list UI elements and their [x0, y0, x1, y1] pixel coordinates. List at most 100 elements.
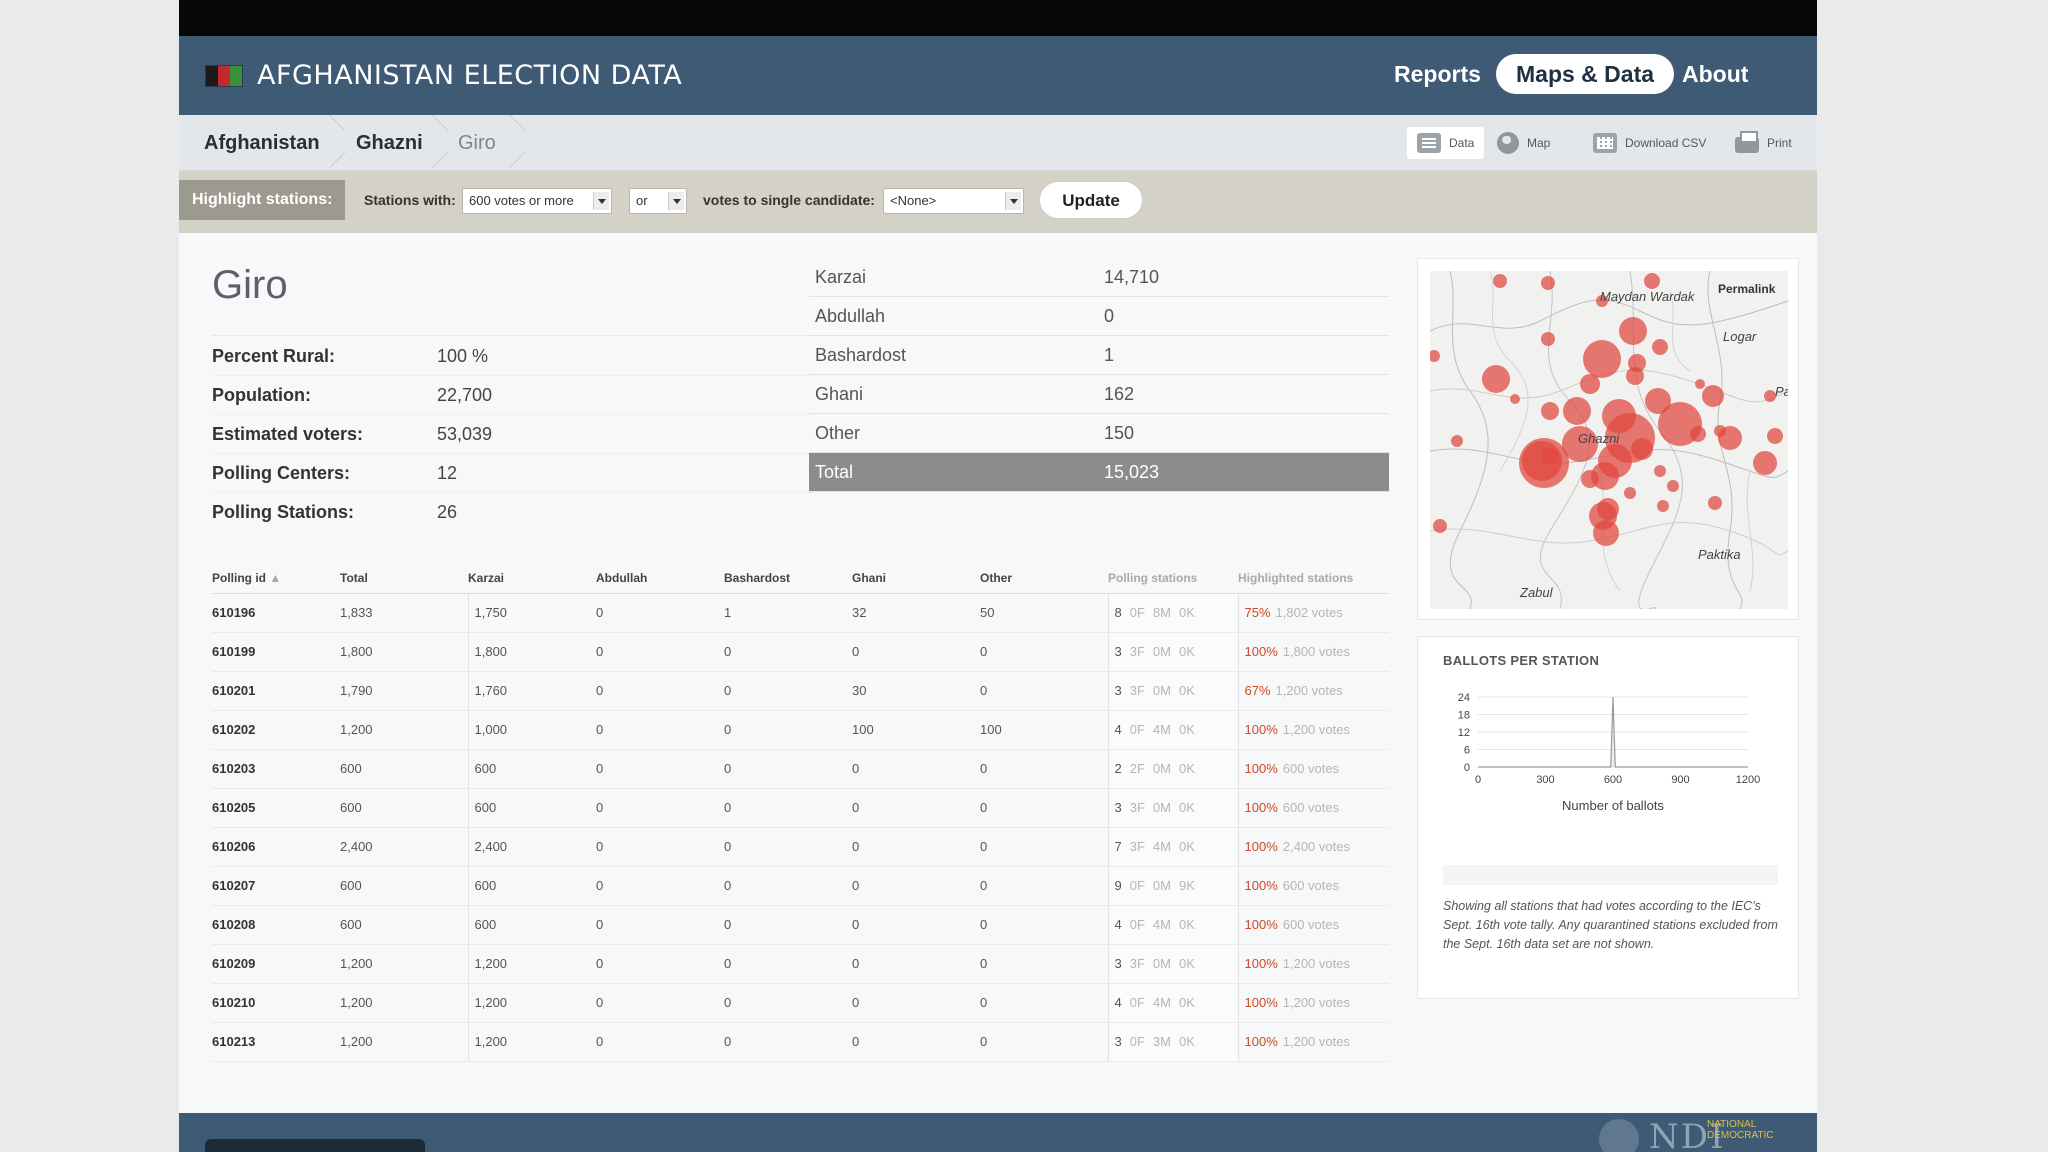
station-k: 0K [1178, 761, 1195, 776]
cell-highlighted-stations: 100% 1,200 votes [1237, 710, 1389, 750]
download-csv-button[interactable]: Download CSV [1593, 127, 1706, 159]
polling-center-bubble[interactable] [1510, 394, 1520, 404]
polling-center-bubble[interactable] [1619, 317, 1647, 345]
polling-center-bubble[interactable] [1753, 451, 1777, 475]
cell-bashardost: 1 [724, 593, 852, 633]
polling-center-bubble[interactable] [1430, 350, 1440, 362]
map-label: Pak [1775, 384, 1788, 399]
column-header-polling-stations[interactable]: Polling stations [1108, 563, 1238, 594]
cell-bashardost: 0 [724, 788, 852, 828]
table-row[interactable]: 610202 1,200 1,000 0 0 100 100 4 0F 4M 0K 100% 1,200… [212, 710, 1389, 750]
table-row[interactable]: 610213 1,200 1,200 0 0 0 0 3 0F 3M 0K 100% 1,200 vot… [212, 1022, 1389, 1062]
polling-center-bubble[interactable] [1652, 339, 1668, 355]
highlight-percent: 100% [1244, 839, 1278, 854]
polling-center-bubble[interactable] [1541, 402, 1559, 420]
map-view-button[interactable]: Map [1497, 127, 1550, 159]
table-row[interactable]: 610206 2,400 2,400 0 0 0 0 7 3F 4M 0K 100% 2,400 vot… [212, 827, 1389, 867]
polling-center-bubble[interactable] [1764, 390, 1776, 402]
cell-karzai: 1,200 [467, 1022, 596, 1062]
table-row[interactable]: 610208 600 600 0 0 0 0 4 0F 4M 0K 100% 600 votes [212, 905, 1389, 945]
polling-center-bubble[interactable] [1702, 385, 1724, 407]
cell-id: 610208 [212, 905, 340, 945]
polling-center-bubble[interactable] [1541, 332, 1555, 346]
polling-center-bubble[interactable] [1645, 388, 1671, 414]
nav-reports[interactable]: Reports [1394, 61, 1481, 87]
table-row[interactable]: 610205 600 600 0 0 0 0 3 3F 0M 0K 100% 600 votes [212, 788, 1389, 828]
cell-id: 610196 [212, 593, 340, 633]
breadcrumb-ghazni[interactable]: Ghazni [356, 132, 423, 154]
polling-center-bubble[interactable] [1562, 426, 1598, 462]
polling-center-bubble[interactable] [1626, 367, 1644, 385]
highlight-votes: 600 votes [1282, 761, 1340, 776]
cell-ghani: 0 [852, 866, 980, 906]
column-header-ghani[interactable]: Ghani [852, 563, 980, 594]
polling-center-bubble[interactable] [1667, 480, 1679, 492]
station-k: 0K [1178, 683, 1195, 698]
cell-abdullah: 0 [596, 671, 724, 711]
column-header-total[interactable]: Total [340, 563, 468, 594]
station-f: 2F [1129, 761, 1145, 776]
polling-center-bubble[interactable] [1654, 465, 1666, 477]
column-header-bashardost[interactable]: Bashardost [724, 563, 852, 594]
table-row[interactable]: 610210 1,200 1,200 0 0 0 0 4 0F 4M 0K 100% 1,200 vot… [212, 983, 1389, 1023]
table-row[interactable]: 610207 600 600 0 0 0 0 9 0F 0M 9K 100% 600 votes [212, 866, 1389, 906]
column-header-abdullah[interactable]: Abdullah [596, 563, 724, 594]
spreadsheet-icon [1593, 133, 1617, 153]
breadcrumb-afghanistan[interactable]: Afghanistan [204, 132, 320, 154]
table-row[interactable]: 610203 600 600 0 0 0 0 2 2F 0M 0K 100% 600 votes [212, 749, 1389, 789]
map-canvas[interactable]: Maydan Wardak Logar Pak Ghazni Paktika Z… [1430, 271, 1788, 609]
polling-center-bubble[interactable] [1482, 365, 1510, 393]
votes-threshold-select[interactable]: 600 votes or more [462, 188, 612, 214]
table-row[interactable]: 610196 1,833 1,750 0 1 32 50 8 0F 8M 0K 75% 1,802 vo… [212, 593, 1389, 633]
column-header-highlighted-stations[interactable]: Highlighted stations [1238, 563, 1389, 594]
polling-center-bubble[interactable] [1522, 441, 1562, 481]
table-row[interactable]: 610201 1,790 1,760 0 0 30 0 3 3F 0M 0K 67% 1,200 vot… [212, 671, 1389, 711]
data-view-label: Data [1449, 136, 1475, 150]
print-button[interactable]: Print [1735, 127, 1792, 159]
table-row[interactable]: 610199 1,800 1,800 0 0 0 0 3 3F 0M 0K 100% 1,800 vot… [212, 632, 1389, 672]
map-label: Zabul [1519, 585, 1554, 600]
station-k: 9K [1178, 878, 1195, 893]
polling-center-bubble[interactable] [1451, 435, 1463, 447]
polling-center-bubble[interactable] [1563, 397, 1591, 425]
cell-ghani: 0 [852, 827, 980, 867]
cell-other: 50 [980, 593, 1108, 633]
polling-center-bubble[interactable] [1624, 487, 1636, 499]
polling-center-bubble[interactable] [1657, 500, 1669, 512]
candidate-select[interactable]: <None> [883, 188, 1024, 214]
station-m: 4M [1152, 995, 1171, 1010]
polling-center-bubble[interactable] [1695, 379, 1705, 389]
polling-center-bubble[interactable] [1433, 519, 1447, 533]
polling-center-bubble[interactable] [1596, 295, 1608, 307]
polling-center-bubble[interactable] [1767, 428, 1783, 444]
data-view-button[interactable]: Data [1407, 127, 1485, 159]
polling-center-bubble[interactable] [1580, 374, 1600, 394]
cell-polling-stations: 9 0F 0M 9K [1107, 866, 1238, 906]
station-count: 9 [1114, 878, 1122, 893]
district-map[interactable]: Maydan Wardak Logar Pak Ghazni Paktika Z… [1430, 271, 1788, 609]
polling-center-bubble[interactable] [1493, 274, 1507, 288]
column-header-polling-id[interactable]: Polling id ▲ [212, 563, 340, 594]
footer-tab[interactable] [205, 1139, 425, 1152]
site-title[interactable]: AFGHANISTAN ELECTION DATA [257, 60, 683, 91]
operator-select[interactable]: or [629, 188, 687, 214]
table-row[interactable]: 610209 1,200 1,200 0 0 0 0 3 3F 0M 0K 100% 1,200 vot… [212, 944, 1389, 984]
polling-center-bubble[interactable] [1593, 520, 1619, 546]
candidate-row: Bashardost 1 [809, 336, 1389, 375]
nav-about[interactable]: About [1682, 61, 1749, 87]
cell-highlighted-stations: 100% 600 votes [1237, 866, 1389, 906]
station-k: 0K [1178, 800, 1195, 815]
polling-center-bubble[interactable] [1541, 276, 1555, 290]
polling-center-bubble[interactable] [1644, 273, 1660, 289]
polling-center-bubble[interactable] [1631, 438, 1653, 460]
nav-maps-data[interactable]: Maps & Data [1496, 54, 1675, 94]
polling-center-bubble[interactable] [1583, 340, 1621, 378]
polling-center-bubble[interactable] [1718, 426, 1742, 450]
permalink-link[interactable]: Permalink [1718, 282, 1776, 296]
column-header-karzai[interactable]: Karzai [468, 563, 596, 594]
update-button[interactable]: Update [1039, 181, 1143, 219]
polling-center-bubble[interactable] [1708, 496, 1722, 510]
column-header-other[interactable]: Other [980, 563, 1108, 594]
polling-center-bubble[interactable] [1690, 426, 1706, 442]
polling-center-bubble[interactable] [1581, 470, 1599, 488]
